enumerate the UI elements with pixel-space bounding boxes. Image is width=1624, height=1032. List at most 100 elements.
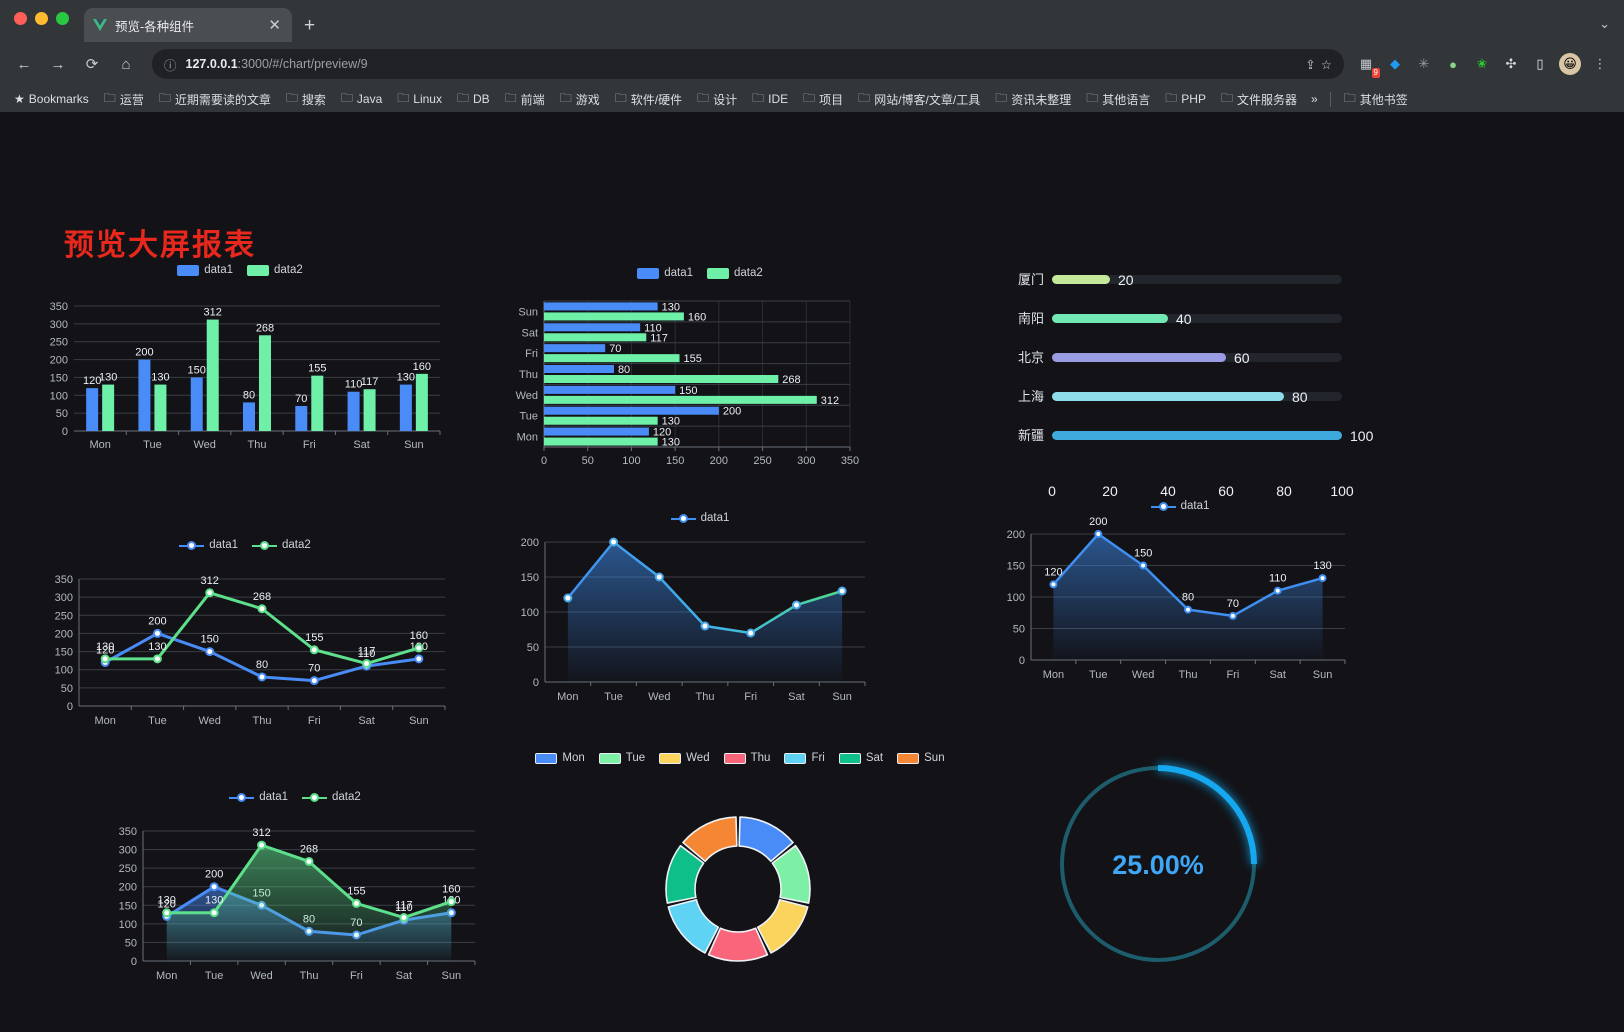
bookmark-folder[interactable]: 🗀 搜索 bbox=[280, 87, 332, 112]
bar bbox=[544, 406, 719, 415]
close-window-button[interactable] bbox=[14, 12, 27, 25]
bookmark-folder[interactable]: 🗀 软件/硬件 bbox=[609, 87, 688, 112]
extensions-grid-icon[interactable]: ▦ 9 bbox=[1359, 56, 1380, 78]
pie-slice[interactable] bbox=[738, 816, 794, 863]
legend-item[interactable]: data2 bbox=[252, 539, 311, 551]
chart-text: 200 bbox=[710, 455, 728, 467]
chart-text: 100 bbox=[55, 665, 73, 677]
chart-text: 60 bbox=[1218, 483, 1234, 499]
extension-badge: 9 bbox=[1371, 68, 1380, 78]
legend-item[interactable]: Tue bbox=[598, 752, 646, 764]
reload-button[interactable]: ⟳ bbox=[85, 56, 99, 73]
puzzle-icon[interactable]: ✣ bbox=[1505, 56, 1517, 71]
bookmark-label: PHP bbox=[1181, 92, 1206, 106]
pie-slice[interactable] bbox=[682, 816, 738, 863]
chrome-menu-icon[interactable]: ⋮ bbox=[1593, 56, 1607, 71]
chart-text: Mon bbox=[156, 970, 177, 982]
browser-tab[interactable]: 预览-各种组件 ✕ bbox=[84, 8, 292, 42]
legend-item[interactable]: Sun bbox=[897, 752, 945, 764]
line-gradient-plot: 0 50 100 150 200 Mon Tue Wed Thu Fri Sat Sun bbox=[521, 537, 866, 703]
legend-item[interactable]: Sat bbox=[838, 752, 883, 764]
pie-slice[interactable] bbox=[707, 927, 769, 962]
legend-swatch bbox=[1150, 501, 1176, 512]
bookmark-folder[interactable]: 🗀 运营 bbox=[98, 87, 150, 112]
legend-item[interactable]: Thu bbox=[723, 752, 770, 764]
chart-text: 70 bbox=[308, 663, 320, 675]
chart-text: 40 bbox=[1160, 483, 1176, 499]
legend-item[interactable]: Mon bbox=[535, 752, 585, 764]
bookmark-folder[interactable]: 🗀 Linux bbox=[391, 87, 448, 112]
bookmark-folder[interactable]: 🗀 近期需要读的文章 bbox=[153, 87, 277, 112]
close-icon[interactable]: ✕ bbox=[268, 16, 281, 34]
chart-text: 120 bbox=[96, 644, 114, 656]
avatar[interactable]: 😀 bbox=[1559, 53, 1581, 75]
chart-text: 0 bbox=[67, 701, 73, 713]
url-host: 127.0.0.1 bbox=[185, 57, 238, 71]
data-point bbox=[152, 628, 162, 638]
maximize-window-button[interactable] bbox=[56, 12, 69, 25]
forward-button[interactable]: → bbox=[50, 55, 66, 73]
bookmark-folder[interactable]: 🗀 游戏 bbox=[554, 87, 606, 112]
chart-text: 20 bbox=[1102, 483, 1118, 499]
back-button[interactable]: ← bbox=[16, 55, 32, 73]
chart-text: 70 bbox=[295, 393, 307, 405]
gear-icon[interactable]: ✳ bbox=[1418, 56, 1430, 71]
bookmark-folder[interactable]: 🗀 IDE bbox=[746, 87, 794, 112]
circle-green-icon[interactable]: ● bbox=[1449, 56, 1457, 72]
legend-item[interactable]: Wed bbox=[659, 752, 710, 764]
chart-text: Sat bbox=[396, 970, 413, 982]
bookmark-folder[interactable]: 🗀 DB bbox=[451, 87, 496, 112]
other-bookmarks-folder[interactable]: 🗀 其他书签 bbox=[1338, 87, 1414, 112]
chart-text: 268 bbox=[253, 591, 271, 603]
legend-item[interactable]: data2 bbox=[302, 791, 361, 803]
bookmark-folder[interactable]: 🗀 前端 bbox=[499, 87, 551, 112]
legend-item[interactable]: data2 bbox=[707, 267, 763, 279]
legend-label: data1 bbox=[204, 264, 233, 276]
new-tab-button[interactable]: + bbox=[304, 15, 316, 36]
bookmarks-manager-item[interactable]: ★ Bookmarks bbox=[8, 90, 95, 108]
bookmark-star-icon[interactable]: ☆ bbox=[1320, 57, 1332, 72]
share-icon[interactable]: ⇪ bbox=[1305, 57, 1316, 72]
minimize-window-button[interactable] bbox=[35, 12, 48, 25]
data-point bbox=[399, 913, 409, 923]
legend-item[interactable]: data1 bbox=[637, 267, 693, 279]
chart-text: Mon bbox=[517, 432, 538, 444]
site-info-icon[interactable]: ⓘ bbox=[164, 58, 177, 73]
legend-item[interactable]: Fri bbox=[784, 752, 825, 764]
legend-item[interactable]: data1 bbox=[229, 791, 288, 803]
legend-item[interactable]: data1 bbox=[177, 264, 233, 276]
star-green-icon[interactable]: ✬ bbox=[1476, 56, 1488, 71]
diamond-icon[interactable]: ◆ bbox=[1390, 56, 1400, 71]
address-bar[interactable]: ⓘ 127.0.0.1:3000/#/chart/preview/9 ⇪ ☆ bbox=[152, 49, 1344, 79]
bookmark-folder[interactable]: 🗀 设计 bbox=[691, 87, 743, 112]
legend-swatch bbox=[637, 267, 660, 279]
chart-gauge: 25.00% bbox=[1040, 742, 1280, 992]
bookmark-folder[interactable]: 🗀 项目 bbox=[797, 87, 849, 112]
legend-label: data1 bbox=[1180, 500, 1210, 512]
home-button[interactable]: ⌂ bbox=[121, 55, 131, 73]
pie-slice[interactable] bbox=[667, 898, 720, 954]
legend-item[interactable]: data1 bbox=[670, 512, 729, 524]
pie-slice[interactable] bbox=[756, 898, 809, 954]
legend-label: Tue bbox=[625, 752, 646, 764]
legend-item[interactable]: data1 bbox=[179, 539, 238, 551]
data-point bbox=[414, 654, 424, 664]
bookmark-folder[interactable]: 🗀 其他语言 bbox=[1080, 87, 1156, 112]
bookmark-folder[interactable]: 🗀 PHP bbox=[1159, 87, 1212, 112]
pie-slice[interactable] bbox=[665, 844, 705, 904]
legend-item[interactable]: data1 bbox=[1150, 500, 1210, 512]
chevron-down-icon[interactable]: ⌄ bbox=[1599, 16, 1610, 31]
progress-value: 20 bbox=[1118, 272, 1134, 288]
pie-slice[interactable] bbox=[771, 844, 811, 904]
legend-item[interactable]: data2 bbox=[247, 264, 303, 276]
bookmark-folder[interactable]: 🗀 网站/博客/文章/工具 bbox=[852, 87, 986, 112]
chart-text: 50 bbox=[56, 408, 68, 420]
bookmark-folder[interactable]: 🗀 文件服务器 bbox=[1215, 87, 1303, 112]
url-path: :3000/#/chart/preview/9 bbox=[237, 57, 368, 71]
chart-text: 312 bbox=[821, 395, 839, 407]
bookmarks-overflow-button[interactable]: » bbox=[1311, 92, 1318, 106]
bookmark-folder[interactable]: 🗀 Java bbox=[335, 87, 388, 112]
sidepanel-icon[interactable]: ▯ bbox=[1536, 56, 1544, 71]
bookmark-folder[interactable]: 🗀 资讯未整理 bbox=[989, 87, 1077, 112]
data-point bbox=[162, 908, 172, 918]
